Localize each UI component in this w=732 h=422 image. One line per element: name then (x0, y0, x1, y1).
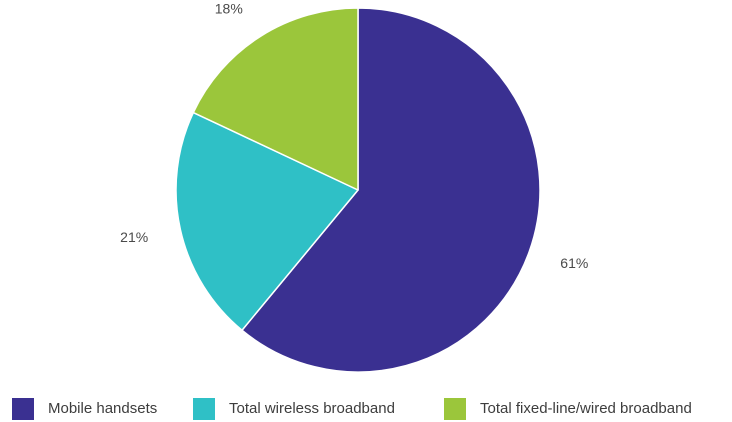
slice-labels: 61% 21% 18% (120, 1, 588, 271)
legend: Mobile handsets Total wireless broadband… (0, 398, 732, 422)
legend-label-total-wireless-broadband: Total wireless broadband (229, 400, 395, 417)
pie-slice-total-fixed-line-wired-broadband (192, 7, 359, 191)
legend-item-mobile-handsets: Mobile handsets (12, 398, 157, 420)
legend-swatch-total-fixed-line-wired-broadband (444, 398, 466, 420)
legend-swatch-mobile-handsets (12, 398, 34, 420)
slice-label-total-fixed-line-wired-broadband: 18% (215, 1, 243, 17)
legend-label-mobile-handsets: Mobile handsets (48, 400, 158, 417)
pie-slice-mobile-handsets (241, 7, 541, 373)
legend-label-total-fixed-line-wired-broadband: Total fixed-line/wired broadband (480, 400, 692, 417)
slice-label-mobile-handsets: 61% (560, 255, 588, 271)
pie-slice-total-wireless-broadband (175, 111, 359, 331)
legend-swatch-total-wireless-broadband (193, 398, 215, 420)
slice-label-total-wireless-broadband: 21% (120, 229, 148, 245)
pie-slices (175, 7, 541, 373)
legend-item-total-fixed-line-wired-broadband: Total fixed-line/wired broadband (444, 398, 692, 420)
legend-item-total-wireless-broadband: Total wireless broadband (193, 398, 395, 420)
